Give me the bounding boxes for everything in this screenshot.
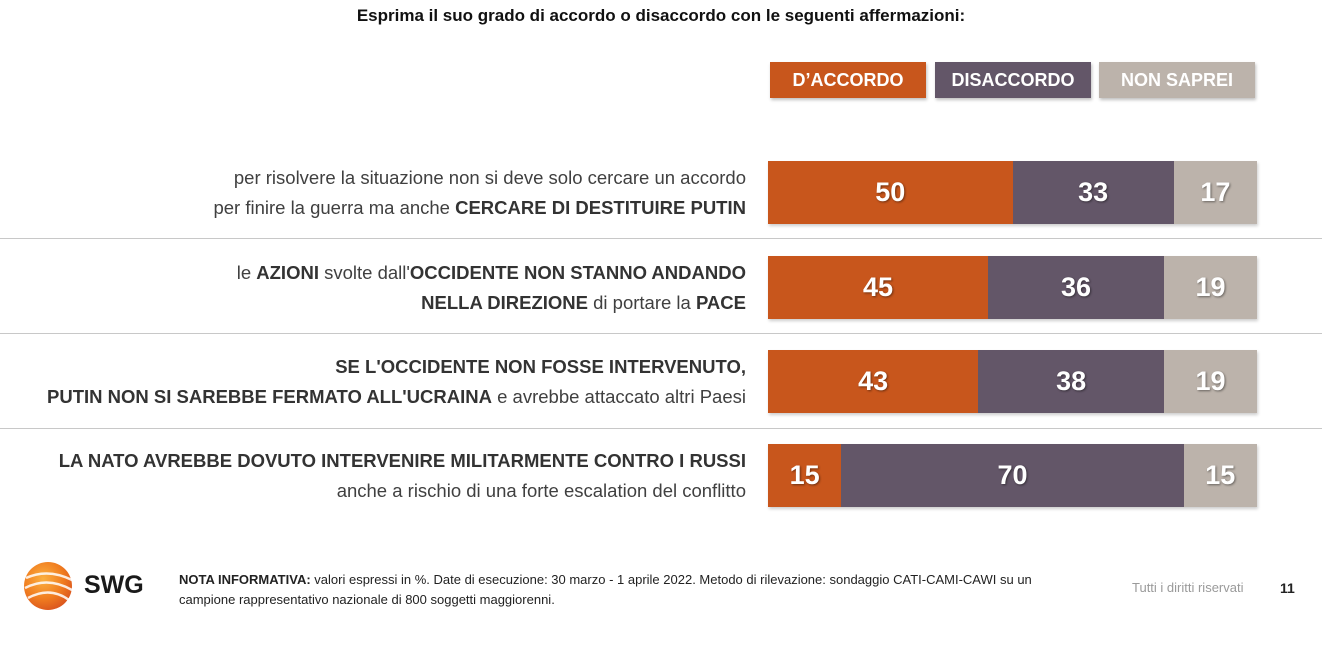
statement-label-line: le AZIONI svolte dall'OCCIDENTE NON STAN… <box>0 258 746 288</box>
data-label: 38 <box>1056 366 1087 396</box>
bar-segment-accordo: 50 <box>768 161 1013 224</box>
statement-label-line: NELLA DIREZIONE di portare la PACE <box>0 288 746 318</box>
stacked-bar-0: 50 33 17 <box>768 161 1257 224</box>
chart-title: Esprima il suo grado di accordo o disacc… <box>356 6 966 25</box>
bar-segment-disaccordo: 38 <box>978 350 1165 413</box>
stacked-bar-2: 43 38 19 <box>768 350 1257 413</box>
statement-text-part: per risolvere la situazione non si deve … <box>233 167 746 188</box>
data-label: 17 <box>1200 177 1231 207</box>
bar-segment-accordo: 45 <box>768 256 989 319</box>
row-separator <box>0 333 1322 334</box>
bar-segment-disaccordo: 33 <box>1012 161 1174 224</box>
statement-text-part: anche a rischio di una forte escalation … <box>336 480 746 501</box>
data-label: 19 <box>1195 366 1226 396</box>
statement-label-line: per risolvere la situazione non si deve … <box>0 163 746 193</box>
stacked-bar-1: 45 36 19 <box>768 256 1257 319</box>
legend-item-1: DISACCORDO <box>935 62 1091 98</box>
data-label: 70 <box>997 460 1028 490</box>
statement-text-part: NELLA DIREZIONE <box>421 292 588 313</box>
statement-label-2: SE L'OCCIDENTE NON FOSSE INTERVENUTO, PUT… <box>0 352 746 412</box>
row-separator <box>0 238 1322 239</box>
bar-segment-disaccordo: 36 <box>988 256 1165 319</box>
swg-logo <box>24 562 73 610</box>
bar-segment-non-saprei: 19 <box>1164 350 1257 413</box>
statement-text-part: le <box>236 262 257 283</box>
statement-text-part: LA NATO AVREBBE DOVUTO INTERVENIRE MILIT… <box>58 450 746 471</box>
bar-segment-non-saprei: 17 <box>1173 161 1257 224</box>
statement-text-part: PACE <box>695 292 746 313</box>
statement-label-1: le AZIONI svolte dall'OCCIDENTE NON STAN… <box>0 258 746 318</box>
data-label: 15 <box>1205 460 1236 490</box>
bar-segment-disaccordo: 70 <box>841 444 1184 507</box>
stacked-bar-3: 15 70 15 <box>768 444 1257 507</box>
statement-text-part: AZIONI <box>256 262 319 283</box>
footer-note: NOTA INFORMATIVA: valori espressi in %. … <box>179 570 1079 610</box>
statement-text-part: di portare la <box>587 292 696 313</box>
data-label: 43 <box>858 366 889 396</box>
data-label: 19 <box>1195 272 1226 302</box>
statement-text-part: PUTIN NON SI SAREBBE FERMATO ALL'UCRAINA <box>47 386 492 407</box>
statement-label-0: per risolvere la situazione non si deve … <box>0 163 746 223</box>
data-label: 45 <box>863 272 894 302</box>
page-number: 11 <box>1280 580 1295 596</box>
statement-label-line: anche a rischio di una forte escalation … <box>0 476 746 506</box>
bar-segment-non-saprei: 19 <box>1164 256 1257 319</box>
data-label: 33 <box>1078 177 1109 207</box>
note-label: NOTA INFORMATIVA: <box>179 572 311 587</box>
statement-label-line: LA NATO AVREBBE DOVUTO INTERVENIRE MILIT… <box>0 446 746 476</box>
data-label: 50 <box>875 177 906 207</box>
data-label: 15 <box>789 460 820 490</box>
row-separator <box>0 428 1322 429</box>
statement-text-part: CERCARE DI DESTITUIRE PUTIN <box>455 197 746 218</box>
statement-text-part: OCCIDENTE NON STANNO ANDANDO <box>409 262 746 283</box>
statement-label-line: per finire la guerra ma anche CERCARE DI… <box>0 193 746 223</box>
statement-label-line: PUTIN NON SI SAREBBE FERMATO ALL'UCRAINA… <box>0 382 746 412</box>
legend-item-0: D’ACCORDO <box>770 62 926 98</box>
legend-item-2: NON SAPREI <box>1099 62 1255 98</box>
statement-text-part: e avrebbe attaccato altri Paesi <box>491 386 746 407</box>
statement-text-part: per finire la guerra ma anche <box>213 197 456 218</box>
logo-text: SWG <box>84 571 144 599</box>
statement-label-3: LA NATO AVREBBE DOVUTO INTERVENIRE MILIT… <box>0 446 746 506</box>
statement-text-part: svolte dall' <box>318 262 410 283</box>
bar-segment-accordo: 15 <box>768 444 842 507</box>
data-label: 36 <box>1061 272 1092 302</box>
note-text: valori espressi in %. Date di esecuzione… <box>179 572 1032 607</box>
rights-text: Tutti i diritti riservati <box>1132 580 1244 595</box>
bar-segment-accordo: 43 <box>768 350 979 413</box>
statement-text-part: SE L'OCCIDENTE NON FOSSE INTERVENUTO, <box>335 356 746 377</box>
statement-label-line: SE L'OCCIDENTE NON FOSSE INTERVENUTO, <box>0 352 746 382</box>
bar-segment-non-saprei: 15 <box>1183 444 1257 507</box>
